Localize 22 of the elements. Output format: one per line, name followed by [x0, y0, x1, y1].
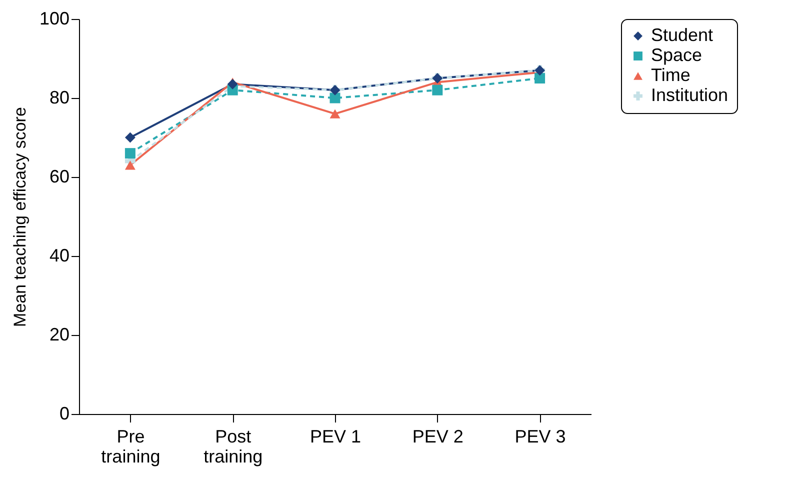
point [330, 109, 340, 118]
point [124, 132, 136, 143]
x-tick-label: PEV 1 [310, 426, 362, 446]
legend-label: Institution [651, 85, 728, 105]
point [124, 148, 136, 159]
x-tick-label: PEV 3 [514, 426, 566, 446]
y-tick-label: 80 [49, 88, 70, 108]
point [534, 73, 546, 84]
y-tick-label: 100 [39, 8, 70, 28]
point [124, 160, 136, 170]
point [432, 84, 443, 96]
y-tick-label: 40 [49, 246, 70, 266]
legend-label: Time [651, 65, 690, 85]
x-tick-label: Post training [204, 426, 263, 466]
legend-label: Space [651, 45, 702, 65]
legend-label: Student [651, 25, 714, 45]
y-tick-label: 0 [59, 404, 70, 424]
y-axis-title: Mean teaching efficacy score [10, 107, 30, 327]
y-tick-label: 20 [49, 324, 70, 344]
x-tick-label: PEV 2 [412, 426, 464, 446]
y-tick-label: 60 [49, 166, 70, 186]
x-tick-label: Pre training [101, 426, 160, 466]
